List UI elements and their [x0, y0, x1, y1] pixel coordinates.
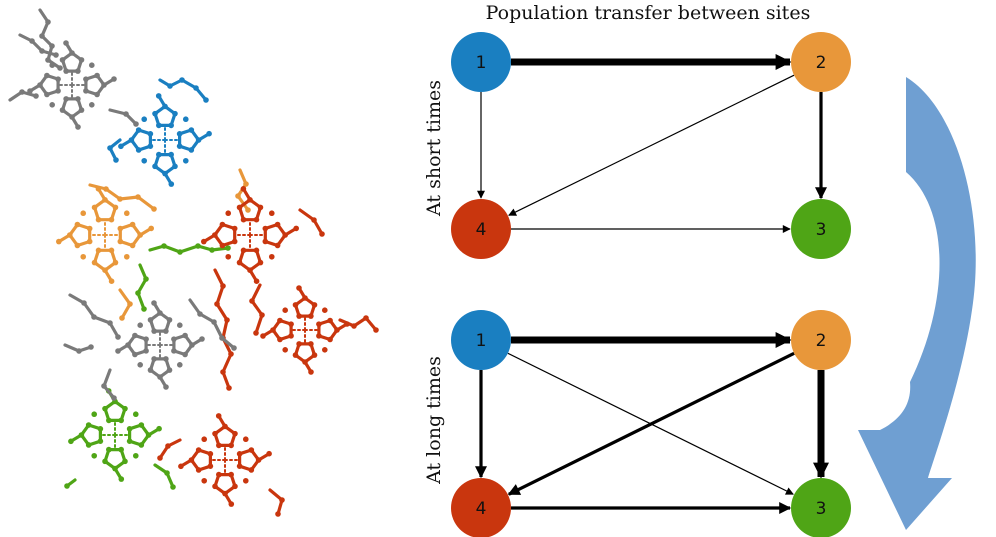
curved-arrow-icon	[858, 77, 976, 530]
node-label: 4	[476, 220, 487, 240]
node-circle	[791, 310, 851, 370]
node-4: 4	[451, 199, 511, 259]
node-circle	[451, 478, 511, 537]
node-3: 3	[791, 199, 851, 259]
node-label: 2	[816, 331, 827, 351]
panel-long-times: 1 2 3 4	[451, 310, 851, 537]
node-circle	[791, 32, 851, 92]
edge-2-to-4	[507, 351, 795, 496]
node-label: 4	[476, 499, 487, 519]
panel-short-times: 1 2 3 4	[451, 32, 851, 259]
node-1: 1	[451, 32, 511, 92]
node-circle	[791, 199, 851, 259]
node-label: 1	[476, 53, 487, 73]
node-circle	[791, 478, 851, 537]
node-label: 2	[816, 53, 827, 73]
node-circle	[451, 310, 511, 370]
node-2: 2	[791, 32, 851, 92]
node-label: 1	[476, 331, 487, 351]
node-4: 4	[451, 478, 511, 537]
node-label: 3	[816, 499, 827, 519]
node-3: 3	[791, 478, 851, 537]
panel-label-short-times: At short times	[423, 80, 445, 217]
node-circle	[451, 199, 511, 259]
node-1: 1	[451, 310, 511, 370]
molecular-structure-image	[8, 8, 379, 517]
edge-2-to-4	[508, 74, 795, 216]
figure-title: Population transfer between sites	[486, 2, 811, 24]
node-circle	[451, 32, 511, 92]
panel-label-long-times: At long times	[423, 356, 445, 485]
node-label: 3	[816, 220, 827, 240]
node-2: 2	[791, 310, 851, 370]
